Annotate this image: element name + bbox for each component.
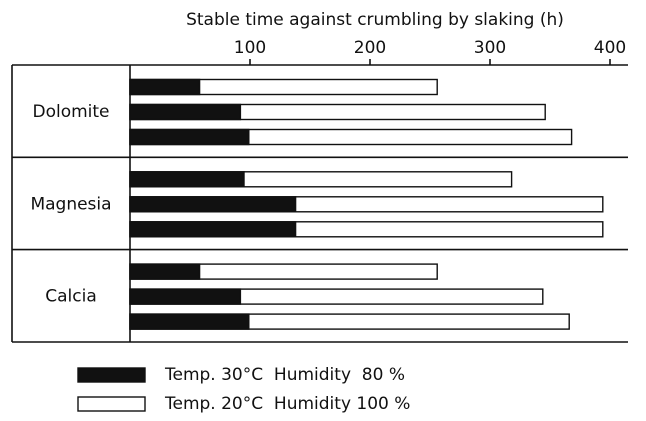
category-label: Dolomite <box>32 102 109 122</box>
category-label: Calcia <box>45 287 97 307</box>
bar <box>129 263 201 280</box>
x-tick-label: 200 <box>354 38 386 58</box>
bar <box>129 103 242 121</box>
chart-title: Stable time against crumbling by slaking… <box>186 10 564 30</box>
bar <box>129 288 242 305</box>
legend-label: Temp. 20°C Humidity 100 % <box>164 394 410 414</box>
legend-label: Temp. 30°C Humidity 80 % <box>164 365 405 385</box>
bar <box>129 171 245 188</box>
category-label: Magnesia <box>30 194 111 214</box>
bar <box>129 128 250 146</box>
x-tick-label: 300 <box>474 38 506 58</box>
legend-swatch <box>77 396 146 412</box>
x-tick-label: 400 <box>594 38 626 58</box>
bar <box>129 78 201 96</box>
bar <box>129 221 297 238</box>
x-tick-label: 100 <box>234 38 266 58</box>
bar <box>129 313 250 330</box>
bar <box>129 196 297 213</box>
legend-swatch <box>77 367 146 383</box>
